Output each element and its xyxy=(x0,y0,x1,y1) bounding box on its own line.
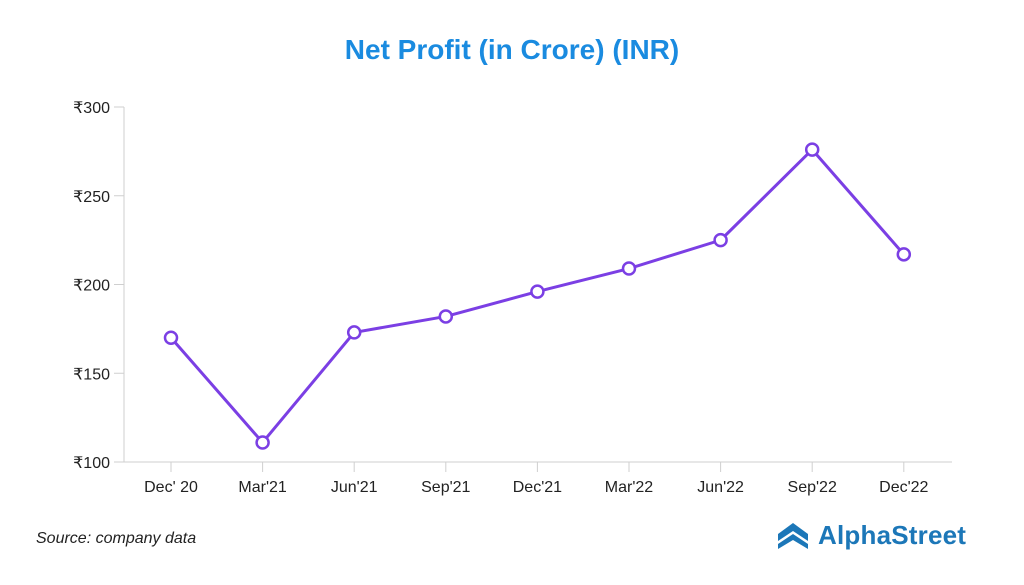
y-tick-label: ₹300 xyxy=(73,100,110,117)
series-group xyxy=(163,142,912,450)
y-tick-label: ₹150 xyxy=(73,366,110,383)
data-point xyxy=(163,330,179,345)
y-tick-label: ₹100 xyxy=(73,455,110,472)
data-point xyxy=(621,261,637,276)
x-tick-label: Dec'22 xyxy=(879,479,928,496)
y-tick-label: ₹200 xyxy=(73,278,110,295)
x-tick-label: Jun'21 xyxy=(331,479,378,496)
x-tick-label: Jun'22 xyxy=(697,479,744,496)
x-tick-label: Mar'21 xyxy=(238,479,287,496)
x-axis-ticks: Dec' 20 Mar'21 Jun'21 Sep'21 Dec'21 Mar'22 Jun… xyxy=(144,462,929,496)
chart-title: Net Profit (in Crore) (INR) xyxy=(344,34,680,65)
alphastreet-logo-icon xyxy=(778,522,808,549)
x-tick-label: Dec'21 xyxy=(513,479,562,496)
data-point xyxy=(713,232,728,248)
x-tick-label: Sep'22 xyxy=(788,479,837,496)
brand-name: AlphaStreet xyxy=(818,520,967,550)
y-tick-label: ₹250 xyxy=(73,189,110,206)
y-axis-ticks: ₹100 ₹150 ₹200 ₹250 ₹300 xyxy=(73,100,124,472)
x-tick-label: Mar'22 xyxy=(605,479,654,496)
source-note: Source: company data xyxy=(36,530,197,547)
brand-logo: AlphaStreet xyxy=(776,520,966,551)
data-point xyxy=(255,435,270,450)
x-tick-label: Dec' 20 xyxy=(144,479,198,496)
data-point xyxy=(438,309,454,324)
data-point xyxy=(896,247,912,262)
x-tick-label: Sep'21 xyxy=(421,479,470,496)
data-point xyxy=(530,284,545,299)
data-point xyxy=(346,325,362,340)
data-point xyxy=(804,142,820,157)
